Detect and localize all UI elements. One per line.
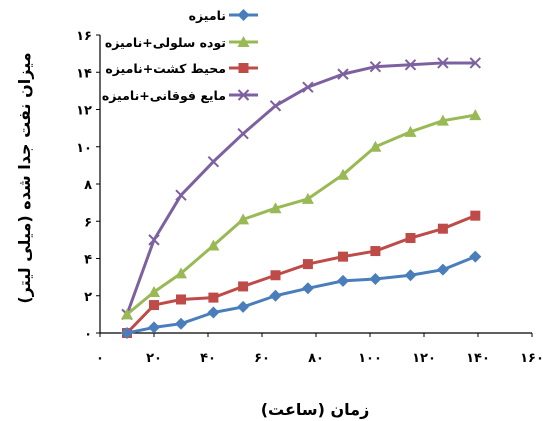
x-tick-label: ۱۶۰	[520, 351, 543, 366]
series-line	[126, 113, 476, 316]
data-point	[175, 189, 187, 201]
data-point	[301, 192, 314, 204]
legend-entry: مایع فوقانی+نامیزه	[102, 88, 258, 103]
x-tick-label: ۸۰	[308, 351, 324, 366]
x-tick-label: ۱۴۰	[466, 351, 490, 366]
x-tick-label: ۰	[96, 351, 104, 366]
data-point	[175, 267, 187, 279]
y-tick-label: ۰	[84, 327, 92, 342]
data-point	[469, 57, 482, 69]
data-point	[121, 327, 133, 339]
x-axis-title: زمان (ساعت)	[261, 400, 370, 419]
data-point	[338, 251, 348, 262]
legend-label: نامیزه	[189, 8, 226, 23]
legend-label: توده سلولی+نامیزه	[105, 35, 226, 50]
x-tick-label: ۲۰	[146, 351, 162, 366]
legend-label: مایع فوقانی+نامیزه	[102, 88, 226, 103]
y-tick-label: ۱۴	[76, 66, 92, 81]
data-point	[370, 246, 381, 257]
data-point	[337, 274, 349, 287]
series-lines	[121, 57, 482, 339]
data-point	[270, 270, 281, 281]
data-point	[469, 109, 482, 121]
data-point	[238, 281, 249, 292]
y-tick-label: ۴	[84, 253, 92, 268]
y-tick-label: ۱۶	[76, 29, 92, 44]
legend-marker	[238, 63, 249, 73]
data-point	[436, 263, 449, 276]
data-point	[207, 155, 220, 168]
legend-marker	[237, 36, 250, 47]
data-point	[470, 210, 481, 221]
legend: نامیزه توده سلولی+نامیزه محیط کشت+نامیزه ما…	[102, 8, 258, 103]
y-tick-label: ۶	[84, 215, 92, 230]
data-point	[269, 202, 282, 214]
y-tick-label: ۱۲	[76, 104, 92, 119]
data-point	[269, 100, 282, 112]
y-tick-label: ۸	[84, 178, 92, 193]
data-point	[207, 306, 220, 319]
data-point	[149, 300, 159, 311]
data-point	[237, 128, 249, 140]
x-tick-label: ۱۲۰	[412, 351, 436, 366]
data-point	[148, 321, 160, 334]
y-tick-label: ۱۰	[76, 141, 92, 156]
legend-marker	[237, 89, 250, 101]
data-point	[148, 234, 160, 246]
x-tick-label: ۶۰	[254, 351, 270, 366]
data-point	[436, 114, 449, 126]
legend-entry: محیط کشت+نامیزه	[105, 61, 258, 76]
data-point	[337, 168, 349, 180]
data-point	[121, 308, 133, 320]
data-point	[369, 60, 382, 73]
legend-label: محیط کشت+نامیزه	[105, 61, 226, 76]
x-tick-label: ۴۰	[200, 351, 216, 366]
x-tick-label: ۱۰۰	[358, 351, 382, 366]
series-diamond	[121, 250, 482, 339]
data-point	[405, 233, 416, 244]
series-line	[125, 61, 476, 315]
series-x	[121, 57, 482, 321]
data-point	[369, 140, 382, 152]
data-point	[404, 59, 417, 71]
data-point	[437, 57, 449, 69]
legend-entry: توده سلولی+نامیزه	[105, 35, 258, 50]
series-triangle	[121, 109, 482, 320]
data-point	[302, 259, 313, 270]
series-square	[122, 210, 481, 338]
axes	[99, 35, 532, 334]
legend-marker	[237, 9, 250, 21]
data-point	[404, 125, 417, 137]
data-point	[302, 81, 314, 93]
data-point	[237, 300, 250, 313]
data-point	[469, 250, 482, 263]
data-point	[269, 289, 282, 302]
legend-entry: نامیزه	[189, 8, 258, 23]
y-axis-title: میزان نفت جدا شده (میلی لیتر)	[15, 52, 34, 303]
data-point	[301, 282, 314, 295]
data-point	[437, 223, 448, 234]
y-tick-label: ۲	[84, 290, 92, 305]
data-point	[237, 213, 250, 225]
data-point	[175, 317, 187, 330]
data-point	[148, 286, 160, 298]
data-point	[176, 294, 186, 305]
data-point	[208, 292, 219, 303]
data-point	[207, 239, 220, 251]
data-point	[337, 68, 349, 80]
data-point	[369, 272, 382, 285]
data-point	[404, 269, 417, 282]
